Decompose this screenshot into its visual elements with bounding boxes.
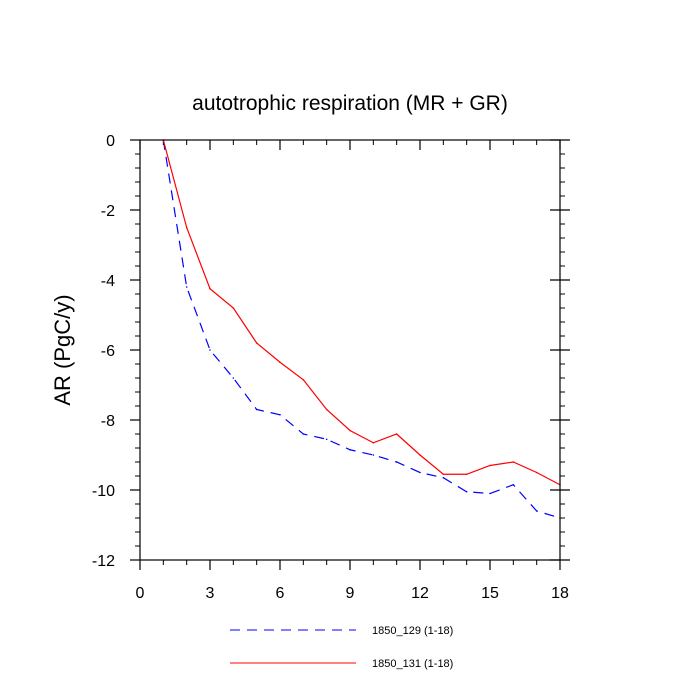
series-line-1: [162, 139, 561, 519]
x-tick-label: 3: [206, 585, 215, 602]
y-tick-label: -4: [101, 273, 115, 290]
y-tick-label: -8: [101, 413, 115, 430]
data-point-series-2: [372, 441, 375, 444]
x-tick-label: 15: [481, 585, 499, 602]
data-point-series-2: [349, 429, 351, 432]
data-point-series-2: [465, 473, 468, 476]
data-point-series-2: [209, 287, 211, 290]
legend-label-2: 1850_131 (1-18): [372, 658, 453, 670]
data-point-series-1: [535, 510, 538, 512]
data-point-series-1: [302, 433, 305, 435]
data-point-series-2: [489, 464, 491, 467]
y-tick-label: -12: [92, 553, 115, 570]
series-lines: [162, 139, 561, 519]
data-point-series-2: [395, 433, 398, 435]
y-tick-label: 0: [106, 133, 115, 150]
data-point-series-1: [232, 377, 235, 379]
data-point-series-2: [279, 361, 281, 364]
y-axis-label: AR (PgC/y): [50, 294, 75, 405]
data-point-series-1: [395, 461, 398, 463]
data-point-series-1: [209, 349, 211, 351]
data-point-series-1: [255, 408, 258, 411]
data-point-series-2: [255, 342, 258, 344]
y-tick-label: -10: [92, 483, 115, 500]
y-tick-label: -2: [101, 203, 115, 220]
legend: 1850_129 (1-18) 1850_131 (1-18): [230, 625, 453, 670]
data-point-series-1: [489, 492, 491, 495]
data-point-series-2: [512, 461, 515, 463]
x-tick-label: 18: [551, 585, 569, 602]
y-tick-label: -6: [101, 343, 115, 360]
data-point-series-1: [465, 490, 468, 493]
x-tick-label: 12: [411, 585, 429, 602]
data-point-series-2: [419, 454, 421, 456]
axis-ticks: [130, 139, 570, 570]
x-tick-label: 9: [346, 585, 355, 602]
data-point-series-1: [372, 454, 375, 456]
data-point-series-1: [512, 483, 515, 486]
plot-area-frame: [139, 139, 561, 561]
series-line-2: [162, 139, 561, 486]
data-point-series-2: [302, 378, 305, 381]
data-point-series-1: [419, 471, 421, 474]
data-point-series-1: [279, 413, 281, 416]
data-point-series-1: [442, 476, 445, 479]
tick-labels: 0 3 6 9 12 15 18 0 -2 -4 -6 -8 -10 -12: [92, 133, 569, 602]
legend-label-1: 1850_129 (1-18): [372, 625, 453, 637]
data-point-series-2: [325, 408, 328, 411]
data-point-series-1: [185, 286, 188, 288]
data-point-series-1: [325, 438, 328, 441]
data-point-series-2: [535, 471, 538, 474]
chart-title: autotrophic respiration (MR + GR): [192, 92, 508, 115]
data-point-series-2: [232, 307, 235, 309]
x-tick-label: 0: [136, 585, 145, 602]
data-point-series-1: [349, 448, 351, 451]
x-tick-label: 6: [276, 585, 285, 602]
data-point-series-2: [442, 473, 445, 476]
data-point-series-2: [185, 226, 188, 229]
